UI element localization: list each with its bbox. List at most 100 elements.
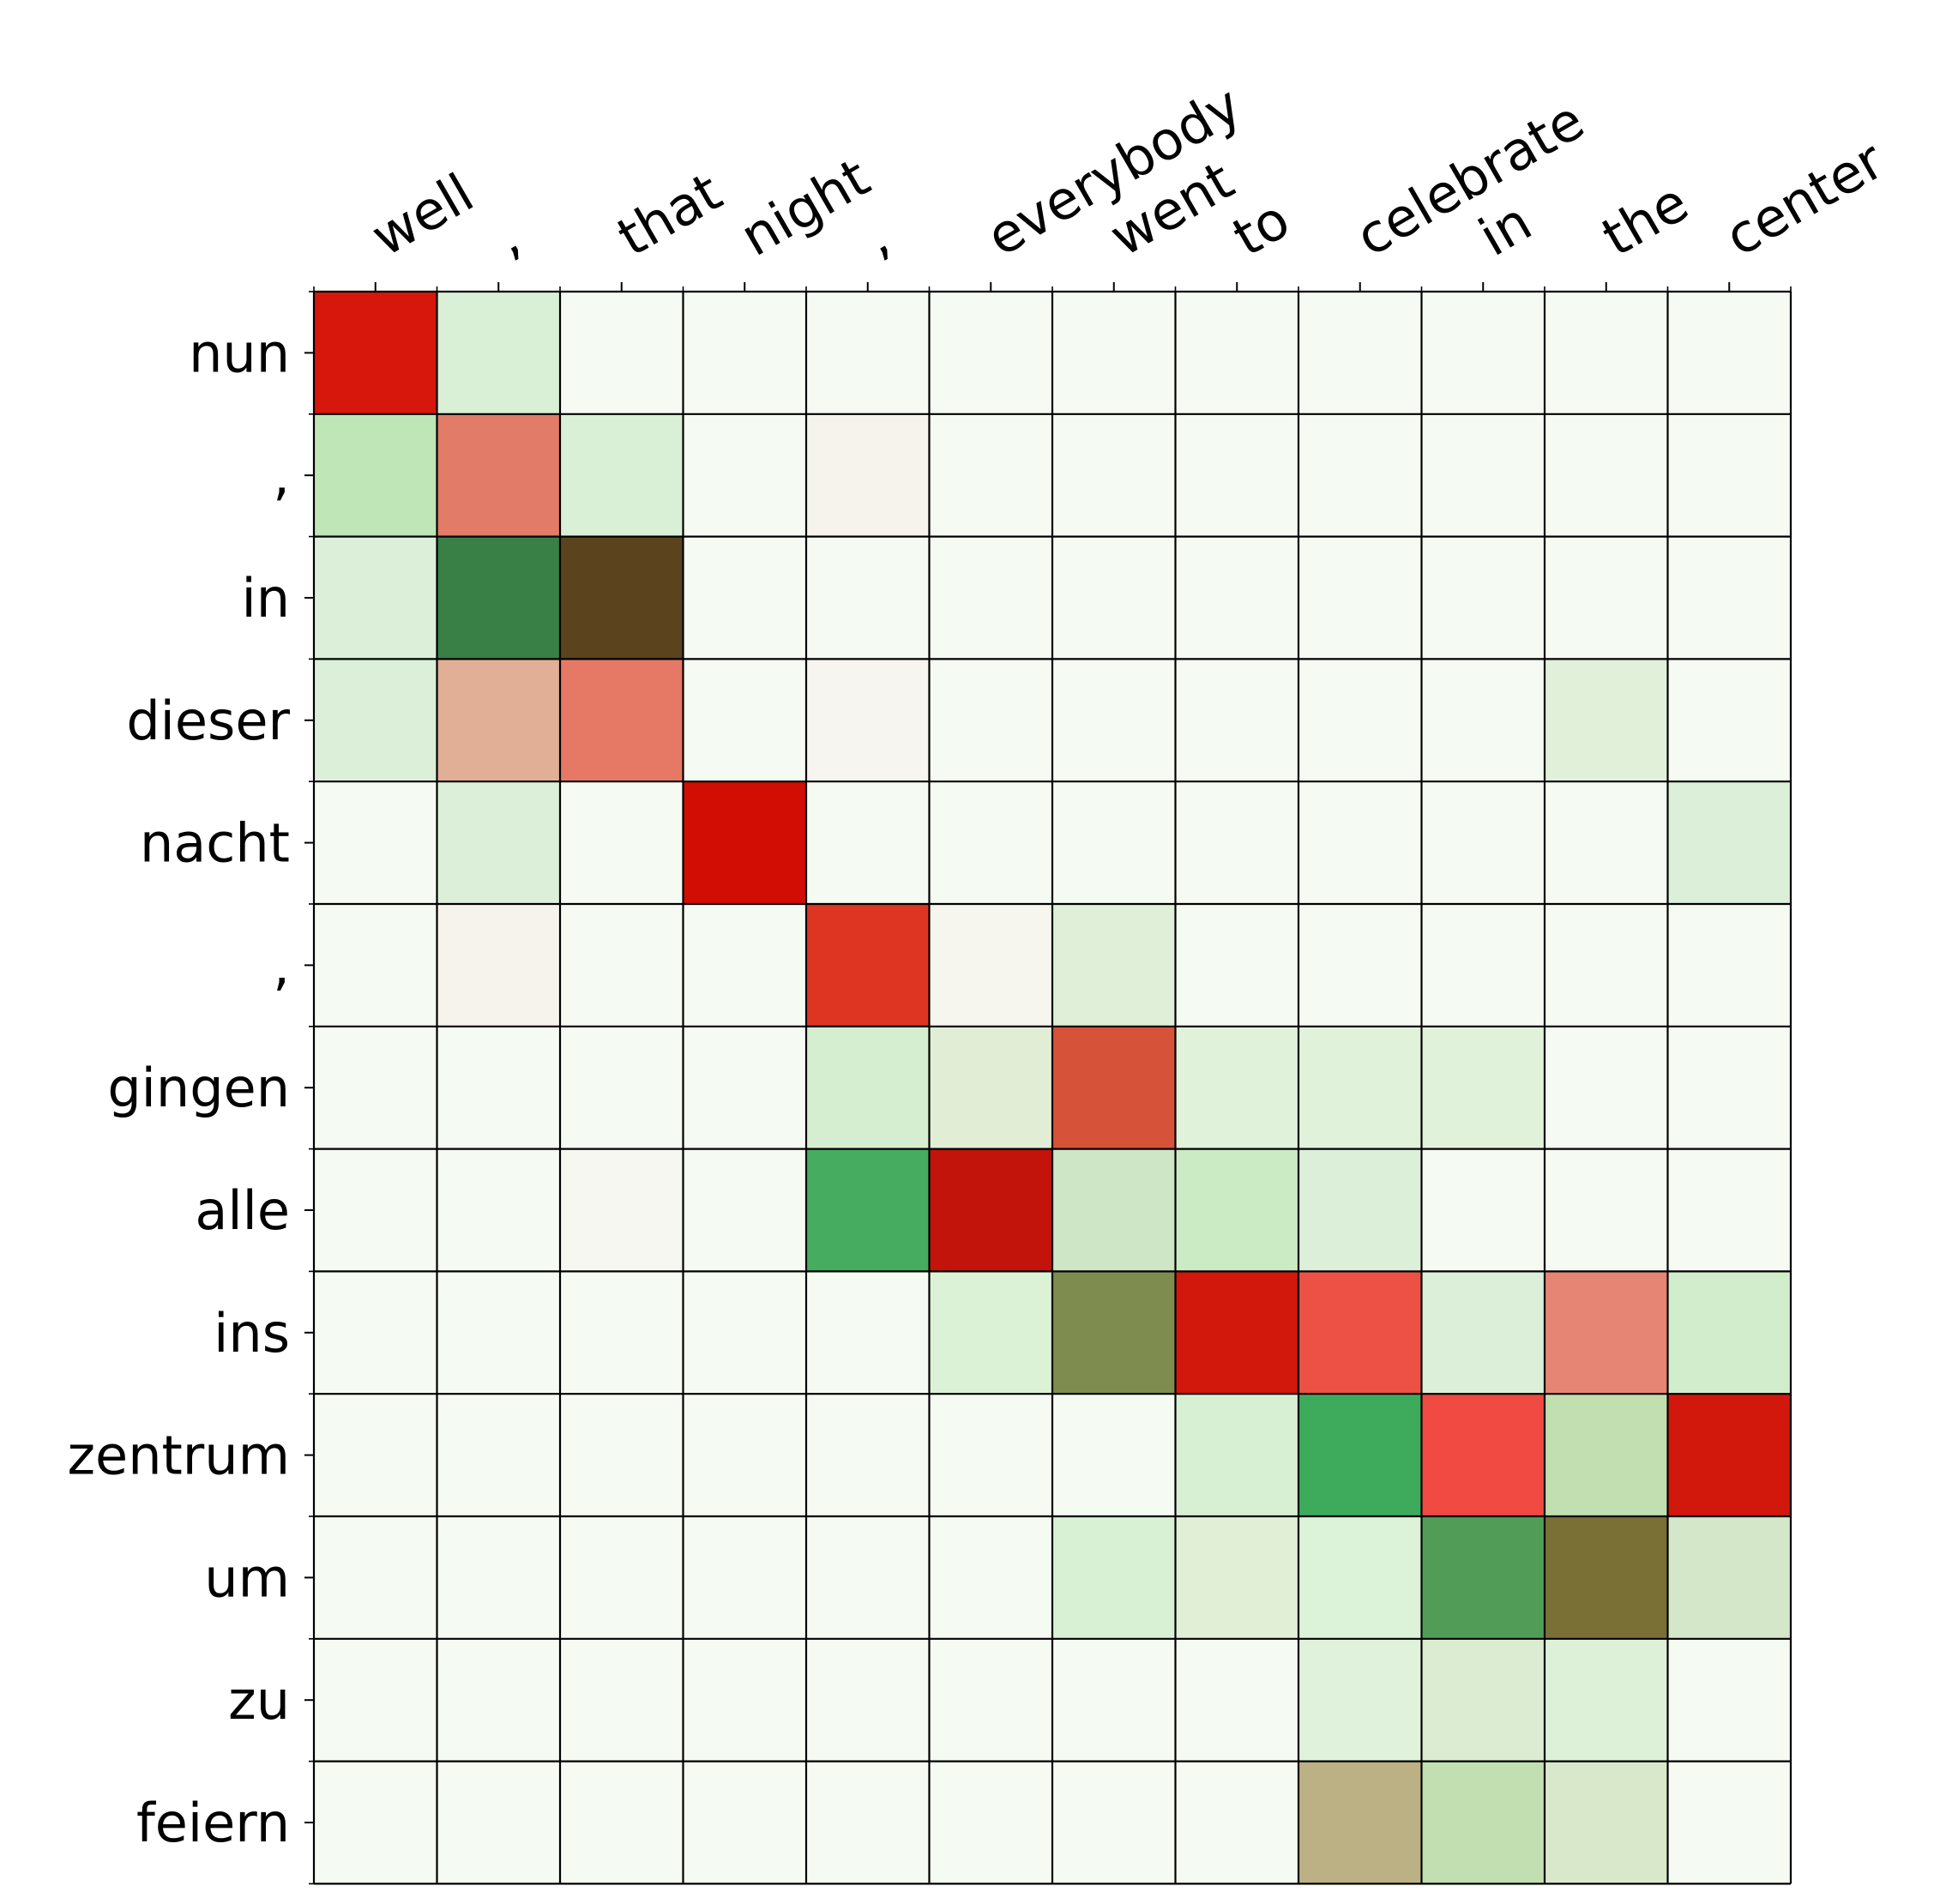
x-tick-label: , — [853, 206, 900, 268]
heatmap-cell — [1175, 413, 1298, 537]
heatmap-cell — [929, 781, 1052, 904]
heatmap-cell — [560, 1638, 684, 1762]
heatmap-cell — [1667, 1026, 1791, 1149]
heatmap-cell — [1052, 413, 1176, 537]
heatmap-cell — [560, 1271, 684, 1395]
heatmap-cell — [1052, 1761, 1176, 1884]
heatmap-cell — [437, 659, 560, 782]
heatmap-cell — [1421, 1026, 1545, 1149]
heatmap-cell — [1421, 1761, 1545, 1884]
heatmap-cell — [683, 904, 806, 1027]
heatmap-cell — [1052, 781, 1176, 904]
heatmap-cell — [314, 1026, 437, 1149]
heatmap-cell — [314, 1271, 437, 1395]
heatmap-cell — [929, 1394, 1052, 1516]
heatmap-cell — [1298, 659, 1422, 782]
heatmap-cell — [437, 413, 560, 537]
heatmap-cell — [1298, 1394, 1422, 1516]
heatmap-cell — [1667, 659, 1791, 782]
heatmap-cell — [314, 781, 437, 904]
heatmap-cell — [929, 536, 1052, 660]
heatmap-cell — [806, 781, 930, 904]
x-tick-label: that — [607, 160, 732, 268]
heatmap-cell — [683, 1148, 806, 1272]
heatmap-cell — [1298, 292, 1422, 414]
heatmap-cell — [1545, 1394, 1668, 1516]
heatmap-cell — [1175, 292, 1298, 414]
heatmap-cell — [314, 1638, 437, 1762]
heatmap-cell — [1667, 1148, 1791, 1272]
heatmap-cell — [806, 1638, 930, 1762]
heatmap-cell — [437, 1638, 560, 1762]
heatmap-cell — [314, 1761, 437, 1884]
heatmap-cell — [1298, 413, 1422, 537]
heatmap-cell — [1421, 1516, 1545, 1639]
heatmap-cell — [683, 1271, 806, 1395]
heatmap-cell — [806, 1271, 930, 1395]
heatmap-cell — [683, 1638, 806, 1762]
heatmap-cell — [1421, 1638, 1545, 1762]
heatmap-cell — [1421, 413, 1545, 537]
x-tick-label: center — [1714, 129, 1895, 268]
heatmap-cell — [806, 292, 930, 414]
heatmap-cell — [929, 659, 1052, 782]
heatmap-cell — [1175, 1271, 1298, 1395]
heatmap-cell — [1667, 1394, 1791, 1516]
x-tick-label: night — [730, 146, 880, 268]
heatmap-cell — [1298, 1271, 1422, 1395]
heatmap-cell — [314, 1148, 437, 1272]
y-tick-label: zu — [228, 1669, 290, 1732]
x-tick-label: the — [1592, 171, 1699, 268]
heatmap-cell — [1545, 1026, 1668, 1149]
heatmap-cell — [560, 1761, 684, 1884]
heatmap-cell — [1298, 1638, 1422, 1762]
y-tick-label: ins — [214, 1302, 290, 1365]
heatmap-cell — [1545, 659, 1668, 782]
heatmap-cell — [1175, 536, 1298, 660]
heatmap-cell — [1298, 536, 1422, 660]
heatmap-cell — [1545, 1761, 1668, 1884]
x-tick-label: well — [361, 161, 484, 268]
heatmap-cell — [1175, 1148, 1298, 1272]
heatmap-cell — [1545, 1148, 1668, 1272]
heatmap-cell — [1052, 904, 1176, 1027]
heatmap-cell — [1421, 1394, 1545, 1516]
heatmap-cell — [683, 1516, 806, 1639]
y-axis-tick-labels: nun, in dieser nacht, gingen alle ins zentrum um… — [68, 322, 291, 1854]
heatmap-cell — [929, 1761, 1052, 1884]
heatmap-cell — [560, 1516, 684, 1639]
heatmap-cell — [1175, 904, 1298, 1027]
heatmap-cell — [1545, 781, 1668, 904]
heatmap-cell — [1667, 1516, 1791, 1639]
heatmap-cell — [1052, 1026, 1176, 1149]
heatmap-cell — [1667, 292, 1791, 414]
heatmap-cell — [1175, 1516, 1298, 1639]
heatmap-cell — [437, 536, 560, 660]
heatmap-cell — [560, 904, 684, 1027]
heatmap-cell — [1175, 1394, 1298, 1516]
heatmap-cell — [560, 536, 684, 660]
heatmap-cell — [683, 1026, 806, 1149]
heatmap-cell — [1667, 536, 1791, 660]
heatmap-cell — [1545, 904, 1668, 1027]
heatmap-cell — [437, 1394, 560, 1516]
heatmap-cell — [929, 292, 1052, 414]
heatmap-cell — [560, 1026, 684, 1149]
axis-ticks — [304, 282, 1792, 1885]
heatmap-cell — [1421, 659, 1545, 782]
heatmap-cell — [683, 659, 806, 782]
heatmap-cell — [314, 904, 437, 1027]
heatmap-cell — [929, 1271, 1052, 1395]
heatmap-cell — [1421, 536, 1545, 660]
heatmap-cell — [683, 1394, 806, 1516]
heatmap-cell — [1545, 413, 1668, 537]
y-tick-label: in — [241, 567, 290, 630]
y-tick-label: nun — [189, 322, 290, 384]
y-tick-label: feiern — [136, 1792, 290, 1854]
heatmap-cell — [929, 1148, 1052, 1272]
heatmap-cell — [1175, 1638, 1298, 1762]
heatmap-cell — [1298, 1148, 1422, 1272]
heatmap-cell — [1421, 292, 1545, 414]
heatmap-cell — [683, 1761, 806, 1884]
